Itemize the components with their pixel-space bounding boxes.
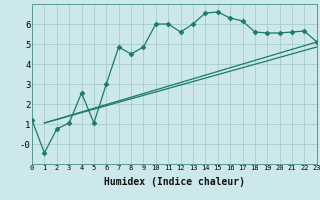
X-axis label: Humidex (Indice chaleur): Humidex (Indice chaleur) — [104, 177, 245, 187]
